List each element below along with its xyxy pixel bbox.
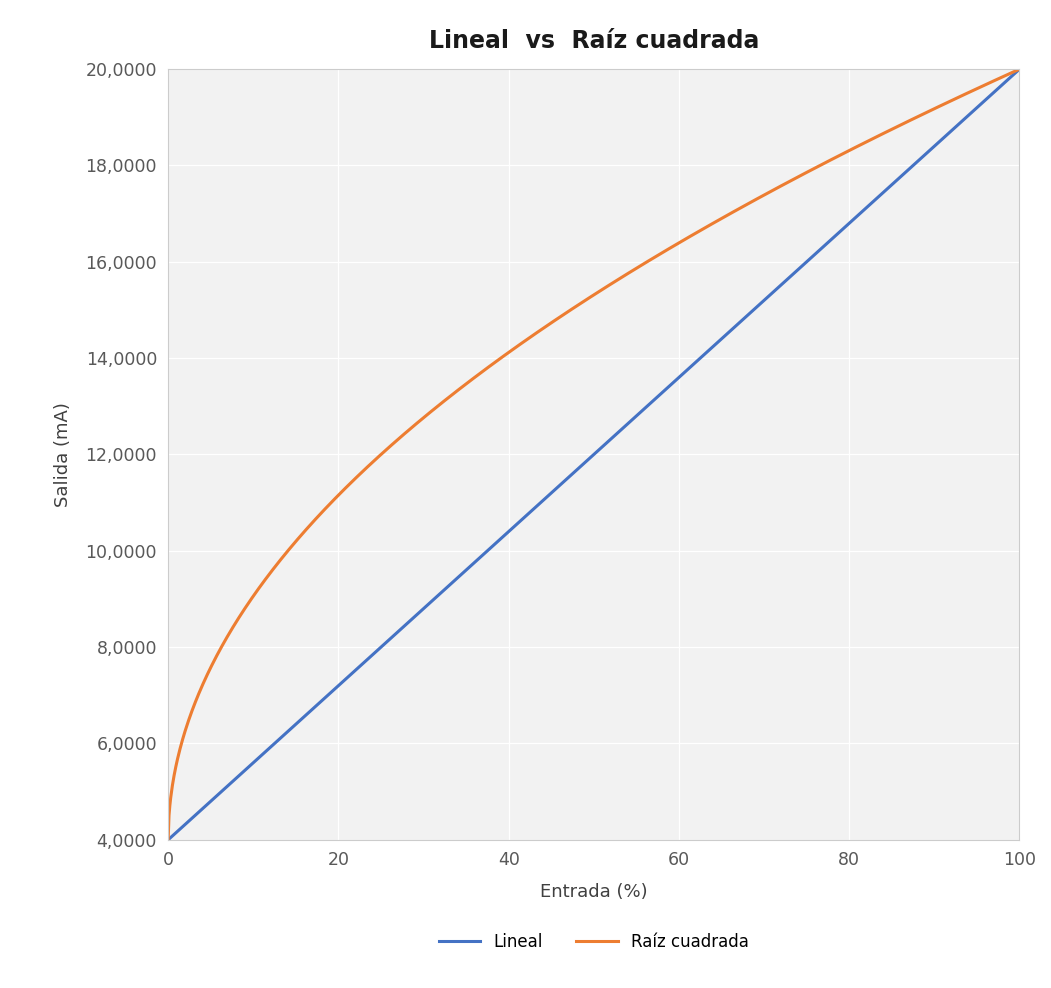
X-axis label: Entrada (%): Entrada (%) [540, 883, 647, 901]
Lineal [249, 755, 262, 767]
Lineal [1013, 63, 1026, 75]
Title: Lineal  vs  Raíz cuadrada: Lineal vs Raíz cuadrada [429, 30, 759, 53]
Line: Lineal: Lineal [168, 69, 1019, 840]
Y-axis label: Salida (mA): Salida (mA) [54, 402, 71, 507]
Lineal [746, 304, 759, 316]
Line: Raíz cuadrada: Raíz cuadrada [168, 69, 1019, 840]
Raíz cuadrada [537, 322, 550, 334]
Raíz cuadrada [162, 834, 174, 846]
Legend: Lineal, Raíz cuadrada: Lineal, Raíz cuadrada [438, 933, 749, 950]
Raíz cuadrada [746, 196, 759, 207]
Lineal [841, 219, 853, 231]
Lineal [507, 523, 519, 535]
Raíz cuadrada [841, 145, 853, 157]
Lineal [826, 233, 839, 245]
Raíz cuadrada [507, 344, 519, 356]
Lineal [162, 834, 174, 846]
Raíz cuadrada [249, 588, 262, 600]
Raíz cuadrada [1013, 63, 1026, 75]
Lineal [537, 494, 550, 506]
Raíz cuadrada [826, 153, 839, 165]
